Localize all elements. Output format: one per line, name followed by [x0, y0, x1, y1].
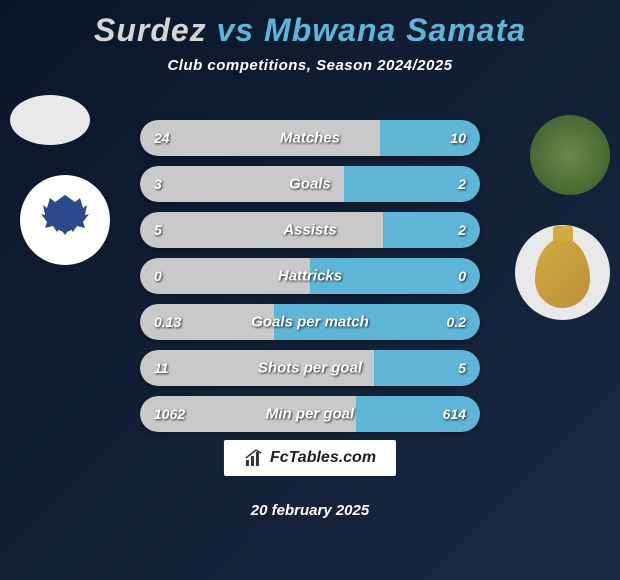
stat-label: Min per goal [266, 406, 354, 423]
player1-avatar [10, 95, 90, 145]
shield-icon [535, 238, 590, 308]
date-text: 20 february 2025 [251, 502, 369, 519]
stat-value-left: 1062 [154, 406, 185, 422]
stat-row: Min per goal 1062 614 [140, 396, 480, 432]
stat-value-left: 0 [154, 268, 162, 284]
team2-logo [515, 225, 610, 320]
vs-text: vs [217, 12, 255, 48]
stat-value-left: 3 [154, 176, 162, 192]
stat-label: Assists [283, 222, 336, 239]
chart-icon [244, 448, 264, 468]
stat-value-right: 0.2 [447, 314, 466, 330]
stat-value-right: 2 [458, 176, 466, 192]
player2-avatar [530, 115, 610, 195]
stat-row: Goals per match 0.13 0.2 [140, 304, 480, 340]
stat-label: Matches [280, 130, 340, 147]
stat-fill-left [140, 212, 383, 248]
stat-label: Goals per match [251, 314, 369, 331]
stat-row: Matches 24 10 [140, 120, 480, 156]
chief-head-icon [35, 190, 95, 250]
stat-row: Hattricks 0 0 [140, 258, 480, 294]
player2-name: Mbwana Samata [264, 12, 526, 48]
comparison-title: Surdez vs Mbwana Samata [0, 0, 620, 49]
brand-text: FcTables.com [270, 449, 376, 467]
stat-row: Assists 5 2 [140, 212, 480, 248]
brand-badge: FcTables.com [224, 440, 396, 476]
stat-label: Shots per goal [258, 360, 362, 377]
stat-value-right: 10 [450, 130, 466, 146]
stat-value-right: 614 [443, 406, 466, 422]
stats-container: Matches 24 10 Goals 3 2 Assists 5 2 Hattricks 0 0 Go… [140, 120, 480, 442]
team1-logo [20, 175, 110, 265]
stat-row: Goals 3 2 [140, 166, 480, 202]
stat-value-right: 5 [458, 360, 466, 376]
stat-fill-left [140, 120, 380, 156]
subtitle: Club competitions, Season 2024/2025 [0, 57, 620, 74]
stat-value-left: 11 [154, 360, 169, 376]
stat-value-right: 0 [458, 268, 466, 284]
stat-value-left: 5 [154, 222, 162, 238]
stat-value-left: 24 [154, 130, 170, 146]
stat-label: Hattricks [278, 268, 342, 285]
player1-name: Surdez [94, 12, 207, 48]
stat-label: Goals [289, 176, 331, 193]
stat-row: Shots per goal 11 5 [140, 350, 480, 386]
stat-value-left: 0.13 [154, 314, 181, 330]
stat-value-right: 2 [458, 222, 466, 238]
